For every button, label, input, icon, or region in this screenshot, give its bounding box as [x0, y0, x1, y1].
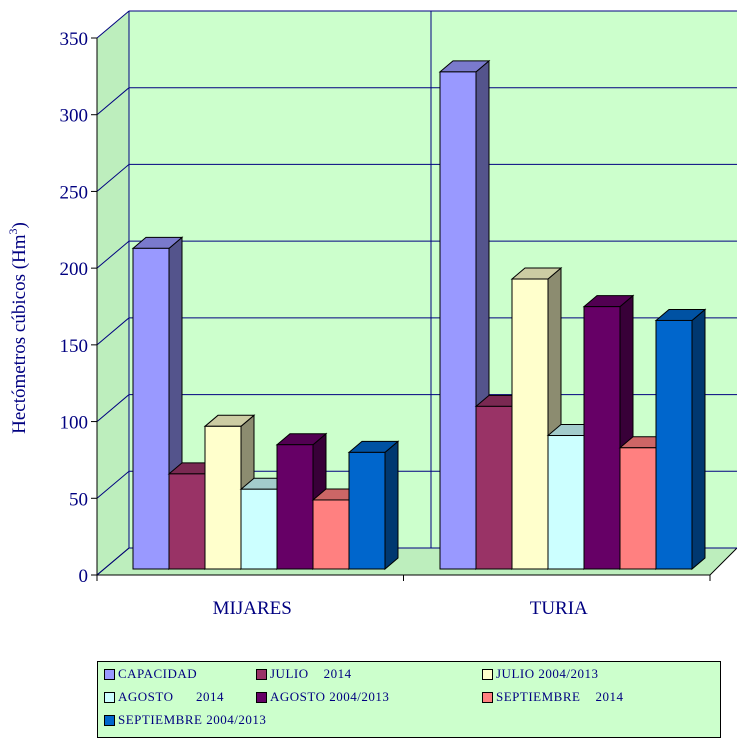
legend: CAPACIDAD JULIO 2014 JULIO 2004/2013 AGOSTO… [97, 661, 721, 738]
legend-label: JULIO 2014 [270, 666, 352, 681]
bar-0-6 [347, 440, 400, 571]
legend-swatch [256, 668, 267, 680]
gridline-side [96, 10, 130, 39]
bar-side [384, 440, 399, 571]
bar-1-6 [654, 308, 707, 571]
legend-swatch [104, 714, 115, 726]
gridline-side [96, 547, 130, 576]
axes: 0 50 100 150 200 250 300 350 MIJARES TURIA [60, 29, 711, 619]
y-tick-label: 0 [79, 566, 89, 587]
bar [132, 247, 170, 570]
legend-swatch [482, 668, 493, 680]
y-tick-label: 50 [69, 489, 88, 510]
category-label: TURIA [530, 598, 588, 619]
y-tick-label: 150 [60, 336, 89, 357]
gridline-side [96, 394, 130, 422]
legend-swatch [482, 691, 493, 703]
y-tick-label: 300 [60, 106, 89, 127]
legend-item: SEPTIEMBRE 2004/2013 [104, 712, 266, 728]
gridline-side [96, 240, 130, 269]
bar [547, 435, 585, 570]
bar [312, 499, 350, 570]
bar [655, 319, 693, 570]
y-tick-label: 350 [60, 29, 89, 50]
y-tick-label: 200 [60, 259, 89, 280]
legend-item: JULIO 2014 [256, 666, 352, 682]
legend-item: AGOSTO 2004/2013 [256, 689, 389, 705]
y-tick-label: 100 [60, 413, 89, 434]
bar [168, 473, 206, 570]
legend-item: SEPTIEMBRE 2014 [482, 689, 623, 705]
y-tick-label: 250 [60, 182, 89, 203]
bar [475, 405, 513, 570]
bar [511, 278, 549, 570]
legend-swatch [256, 691, 267, 703]
y-axis-label: Hectómetros cúbicos (Hm3) [6, 222, 30, 434]
legend-item: JULIO 2004/2013 [482, 666, 598, 682]
bar [204, 425, 242, 570]
legend-label: SEPTIEMBRE 2004/2013 [118, 712, 267, 727]
gridline-side [96, 317, 130, 346]
bar [276, 444, 314, 570]
side-wall [97, 11, 129, 575]
bars [131, 59, 707, 571]
legend-item: AGOSTO 2014 [104, 689, 224, 705]
bar [583, 306, 621, 570]
gridline-side [96, 470, 130, 499]
legend-label: AGOSTO 2014 [118, 689, 224, 704]
legend-label: AGOSTO 2004/2013 [270, 689, 390, 704]
bar [240, 488, 278, 570]
legend-swatch [104, 691, 115, 703]
legend-item: CAPACIDAD [104, 666, 197, 682]
category-label: MIJARES [213, 598, 292, 619]
gridline-side [96, 164, 130, 192]
legend-label: JULIO 2004/2013 [496, 666, 599, 681]
legend-label: SEPTIEMBRE 2014 [496, 689, 624, 704]
legend-label: CAPACIDAD [118, 666, 198, 681]
bar [348, 451, 386, 570]
bar-side [691, 308, 706, 571]
bar [439, 71, 477, 570]
gridline-side [96, 87, 130, 116]
bar [619, 447, 657, 570]
legend-swatch [104, 668, 115, 680]
